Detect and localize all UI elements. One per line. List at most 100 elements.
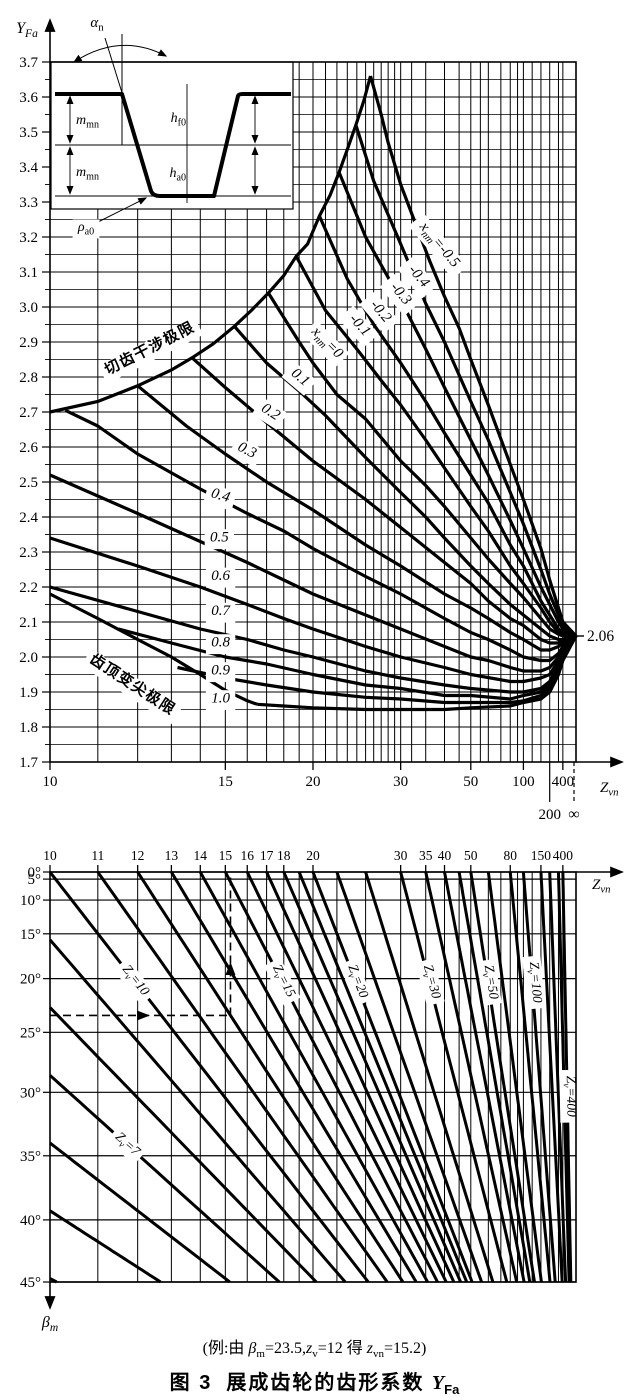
top-chart-curve-labels: xnm=-0.5-0.4-0.3-0.2-0.1xnm=00.10.20.30.…: [80, 213, 469, 725]
h-f0-label: hf0: [171, 111, 186, 128]
bottom-chart-labels: Zv=7 Zv=10 Zv=15 Zv=20 Zv=30 Zv=50 Zv=100 Zv=40…: [106, 955, 579, 1165]
svg-text:Zv=30: Zv=30: [418, 963, 445, 1001]
y-tick-label-2.9: 2.9: [19, 335, 38, 351]
zv-curve-12: [136, 871, 405, 1283]
curve-xnm-0: [267, 292, 576, 638]
example-zv-symbol: z: [305, 1340, 313, 1357]
zv-curve-25: [364, 871, 495, 1283]
example-zvn-sub: vn: [372, 1348, 384, 1361]
h-a0-label: ha0: [169, 166, 186, 183]
figure-title-symbol-sub: Fa: [444, 1382, 460, 1397]
example-zv-sub: v: [312, 1348, 318, 1361]
x-tick-label-50: 50: [463, 774, 478, 790]
y-tick-label-2.8: 2.8: [19, 370, 38, 386]
curve-label-xnm--0.1-bg: [338, 305, 379, 348]
tip-pointing-limit-label: 齿顶变尖极限: [80, 648, 183, 725]
example-pre: (例:由: [202, 1340, 249, 1357]
curve-label-xnm--0.2-bg: [359, 291, 400, 334]
svg-text:xnm=-0.5: xnm=-0.5: [414, 218, 464, 272]
interference-limit-label-bg: [98, 317, 204, 384]
m-mn-top-label: mmn: [76, 113, 99, 130]
zv-curve-label-15: Zv=15: [263, 957, 301, 1006]
inset-box: [50, 61, 294, 210]
m-mn-bottom-label: mmn: [76, 165, 99, 182]
bot-x-tick-label-16: 16: [241, 848, 255, 863]
curve-xnm-0.2: [191, 356, 577, 645]
zv-curve-label-7-bg: [106, 1126, 147, 1165]
beta-tick-label-45: 45°: [20, 1275, 41, 1291]
tip-pointing-limit-curve: [49, 592, 258, 706]
bot-x-tick-label-35: 35: [419, 848, 433, 863]
curve-xnm-0.1: [233, 325, 577, 642]
svg-text:Zv=100: Zv=100: [524, 961, 546, 1004]
zv-curve-label-10-bg: [113, 958, 156, 1005]
zv-curve-15: [224, 871, 439, 1283]
zv-curve-200: [548, 872, 568, 1283]
bot-x-tick-label-20: 20: [306, 848, 320, 863]
y-tick-label-3.0: 3.0: [19, 300, 38, 316]
convergence-label: 2.06: [587, 628, 614, 645]
zv-curve-30: [399, 871, 509, 1283]
tip-pointing-limit-label-bg: [80, 648, 183, 725]
svg-text:0.4: 0.4: [209, 485, 232, 506]
zv-curve-label-100-bg: [522, 955, 545, 1010]
curve-label-xnm-0.6: 0.6: [211, 568, 230, 584]
zv-curve-19: [297, 871, 469, 1283]
example-beta-symbol: β: [248, 1340, 257, 1357]
curve-label-xnm-1: 1.0: [211, 691, 230, 707]
svg-text:0.3: 0.3: [235, 439, 259, 462]
curve-label-xnm-0.8: 0.8: [211, 635, 230, 651]
interference-limit-curve: [49, 75, 373, 414]
beta-tick-label-20: 20°: [20, 972, 41, 988]
y-tick-label-1.7: 1.7: [19, 755, 38, 771]
curve-label-xnm-0.1: 0.1: [281, 361, 317, 396]
zv-curve-label-400: Zv=400: [559, 1069, 579, 1123]
bot-x-tick-label-150: 150: [531, 848, 552, 863]
bot-x-axis-title: Zvn: [592, 877, 611, 896]
y-tick-label-3.1: 3.1: [19, 265, 38, 281]
zv-curve-label-20: Zv=20: [339, 957, 373, 1007]
y-tick-label-2.5: 2.5: [19, 475, 38, 491]
zv-curve-label-7: Zv=7: [106, 1126, 147, 1165]
figure-number: 图 3: [169, 1372, 213, 1394]
bot-x-tick-label-14: 14: [194, 848, 208, 863]
alpha-n-label: αn: [90, 15, 104, 34]
figure-title-text: 展成齿轮的齿形系数: [226, 1372, 425, 1394]
zv-curve-label-30: Zv=30: [415, 958, 445, 1007]
y-tick-label-3.4: 3.4: [19, 160, 38, 176]
example-eq3: =15.2): [383, 1340, 427, 1357]
zv-curve-label-20-bg: [339, 957, 373, 1007]
curve-xnm-1: [257, 635, 578, 712]
example-up-arrow: [225, 962, 236, 975]
example-zvn-symbol: z: [366, 1340, 373, 1357]
svg-text:Zv=10: Zv=10: [117, 962, 153, 1001]
curve-label-xnm-0.9: 0.9: [211, 663, 230, 679]
y-tick-label-2.6: 2.6: [19, 440, 38, 456]
bot-x-tick-label-11: 11: [91, 848, 104, 863]
beta-tick-label-30: 30°: [20, 1085, 41, 1101]
zv-curve-label-30-bg: [415, 958, 445, 1007]
figure-title: 图 3 展成齿轮的齿形系数 YFa: [0, 1366, 629, 1397]
rho-a0-label: ρa0: [77, 220, 94, 237]
beta-tick-label-40: 40°: [20, 1213, 41, 1229]
zv-curve-5: [49, 1209, 162, 1284]
zv-curve-10: [48, 871, 370, 1283]
curve-label-xnm-0.7: 0.7: [211, 603, 231, 619]
curve-xnm-0.3: [136, 384, 577, 652]
x-tick-label-30: 30: [393, 774, 408, 790]
zv-curve-16: [245, 871, 448, 1283]
curve-xnm-0.6: [49, 536, 578, 684]
zv-curve-17: [265, 871, 456, 1283]
curve-label-xnm--0.5-bg: [408, 213, 469, 279]
y-tick-label-2.3: 2.3: [19, 545, 38, 561]
zv-curve-45: [457, 871, 532, 1283]
zv-curve-label-400-bg: [559, 1069, 579, 1123]
zv-curve-22: [335, 871, 484, 1283]
y-tick-label-3.6: 3.6: [19, 90, 38, 106]
curve-label-xnm-0.9-bg: [205, 662, 236, 683]
example-dashed-path: [50, 872, 236, 1021]
bot-x-tick-label-17: 17: [260, 848, 274, 863]
beta-tick-label-0: 0°: [28, 865, 42, 881]
y-tick-label-2.2: 2.2: [19, 580, 38, 596]
zv-curve-label-100: Zv=100: [522, 955, 546, 1010]
